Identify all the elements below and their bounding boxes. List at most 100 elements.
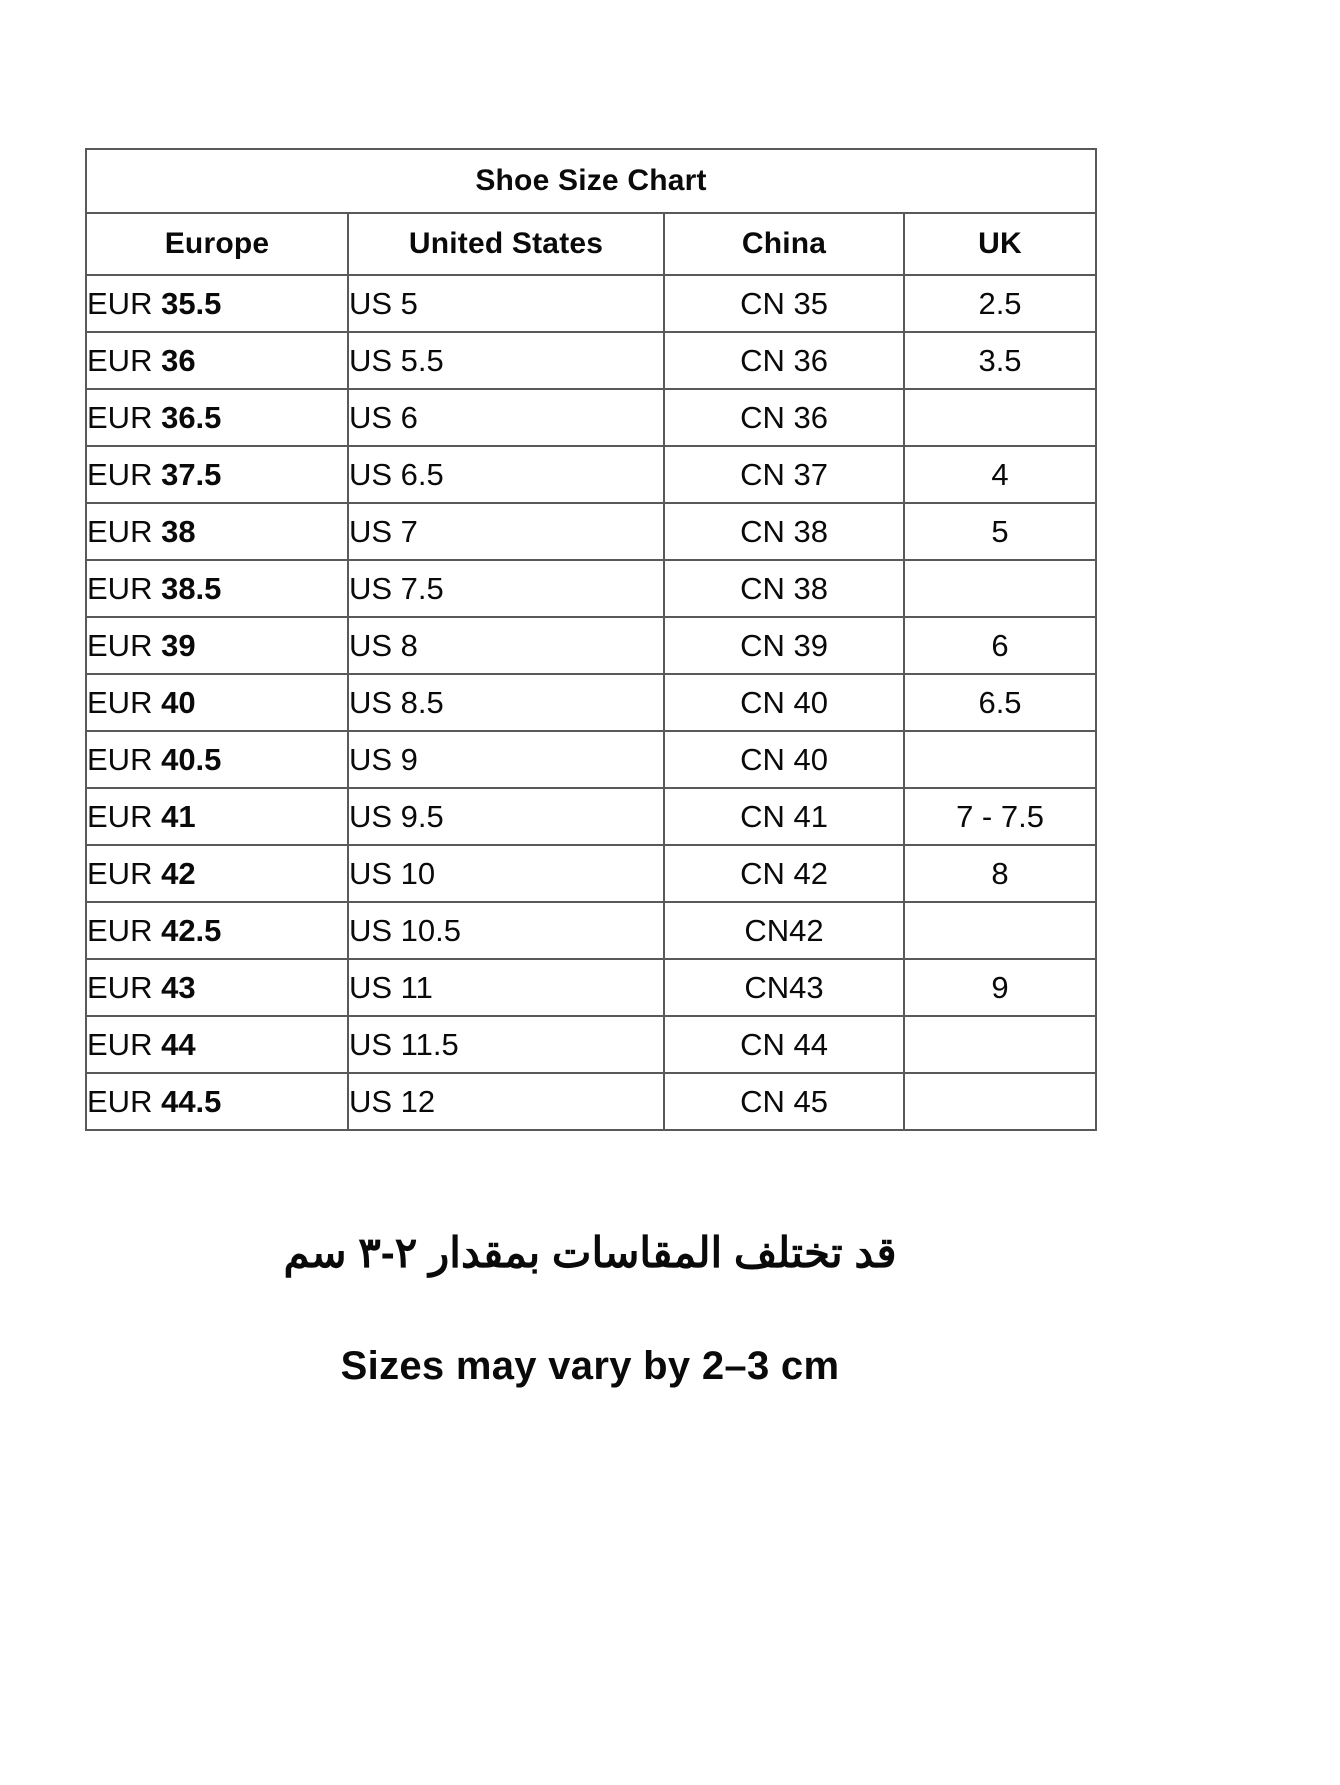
cell-united-states: US 10	[347, 844, 665, 903]
cell-united-states: US 8	[347, 616, 665, 675]
cell-europe: EUR 43	[85, 958, 349, 1017]
europe-value: 42.5	[161, 912, 222, 948]
cell-united-states: US 9	[347, 730, 665, 789]
table-row: EUR 38.5 US 7.5 CN 38	[85, 559, 1098, 618]
shoe-size-chart-table: Shoe Size Chart Europe United States Chi…	[84, 148, 1098, 1131]
europe-value: 36.5	[161, 399, 222, 435]
table-row: EUR 44.5 US 12 CN 45	[85, 1072, 1098, 1131]
table-row: EUR 44 US 11.5 CN 44	[85, 1015, 1098, 1074]
cell-united-states: US 7	[347, 502, 665, 561]
table-row: EUR 39 US 8 CN 39 6	[85, 616, 1098, 675]
footer-notes: قد تختلف المقاسات بمقدار ٢-٣ سم Sizes ma…	[85, 1227, 1095, 1390]
cell-china: CN 39	[663, 616, 905, 675]
europe-value: 42	[161, 855, 196, 891]
cell-china: CN 38	[663, 502, 905, 561]
table-row: EUR 37.5 US 6.5 CN 37 4	[85, 445, 1098, 504]
europe-value: 44	[161, 1026, 196, 1062]
cell-united-states: US 6	[347, 388, 665, 447]
europe-unit: EUR	[87, 570, 162, 606]
cell-uk: 3.5	[902, 331, 1098, 390]
cell-europe: EUR 39	[85, 616, 349, 675]
table-title-row: Shoe Size Chart	[84, 148, 1098, 214]
table-row: EUR 35.5 US 5 CN 35 2.5	[85, 274, 1098, 333]
cell-europe: EUR 44.5	[85, 1072, 349, 1131]
cell-china: CN 40	[663, 673, 905, 732]
cell-united-states: US 10.5	[347, 901, 665, 960]
cell-uk	[902, 901, 1098, 960]
cell-uk: 4	[902, 445, 1098, 504]
europe-value: 35.5	[161, 285, 222, 321]
europe-unit: EUR	[87, 342, 162, 378]
cell-china: CN 35	[663, 274, 905, 333]
cell-uk	[902, 559, 1098, 618]
table-row: EUR 42.5 US 10.5 CN42	[85, 901, 1098, 960]
cell-europe: EUR 35.5	[85, 274, 349, 333]
cell-uk: 6	[902, 616, 1098, 675]
europe-value: 36	[161, 342, 196, 378]
table-row: EUR 38 US 7 CN 38 5	[85, 502, 1098, 561]
europe-value: 38	[161, 513, 196, 549]
cell-united-states: US 5.5	[347, 331, 665, 390]
cell-europe: EUR 44	[85, 1015, 349, 1074]
cell-uk: 2.5	[902, 274, 1098, 333]
cell-europe: EUR 37.5	[85, 445, 349, 504]
table-header-row: Europe United States China UK	[85, 212, 1098, 276]
cell-china: CN 37	[663, 445, 905, 504]
cell-china: CN 38	[663, 559, 905, 618]
table-row: EUR 36.5 US 6 CN 36	[85, 388, 1098, 447]
cell-uk: 9	[902, 958, 1098, 1017]
table-row: EUR 41 US 9.5 CN 41 7 - 7.5	[85, 787, 1098, 846]
cell-united-states: US 6.5	[347, 445, 665, 504]
europe-unit: EUR	[87, 741, 162, 777]
europe-unit: EUR	[87, 513, 162, 549]
cell-united-states: US 9.5	[347, 787, 665, 846]
europe-value: 38.5	[161, 570, 222, 606]
table-row: EUR 43 US 11 CN43 9	[85, 958, 1098, 1017]
europe-value: 43	[161, 969, 196, 1005]
cell-uk	[902, 1015, 1098, 1074]
cell-united-states: US 11	[347, 958, 665, 1017]
cell-uk: 7 - 7.5	[902, 787, 1098, 846]
europe-value: 44.5	[161, 1083, 222, 1119]
cell-europe: EUR 40	[85, 673, 349, 732]
cell-united-states: US 8.5	[347, 673, 665, 732]
table-row: EUR 42 US 10 CN 42 8	[85, 844, 1098, 903]
table-row: EUR 40 US 8.5 CN 40 6.5	[85, 673, 1098, 732]
column-header-uk: UK	[902, 212, 1098, 276]
europe-unit: EUR	[87, 627, 162, 663]
cell-china: CN 41	[663, 787, 905, 846]
cell-united-states: US 7.5	[347, 559, 665, 618]
cell-china: CN 36	[663, 331, 905, 390]
europe-value: 37.5	[161, 456, 222, 492]
cell-china: CN 45	[663, 1072, 905, 1131]
europe-unit: EUR	[87, 798, 162, 834]
cell-uk	[902, 730, 1098, 789]
europe-unit: EUR	[87, 912, 162, 948]
cell-europe: EUR 38	[85, 502, 349, 561]
cell-united-states: US 5	[347, 274, 665, 333]
cell-europe: EUR 36	[85, 331, 349, 390]
cell-uk	[902, 1072, 1098, 1131]
cell-europe: EUR 41	[85, 787, 349, 846]
cell-china: CN 42	[663, 844, 905, 903]
cell-china: CN42	[663, 901, 905, 960]
cell-uk: 6.5	[902, 673, 1098, 732]
note-english: Sizes may vary by 2–3 cm	[340, 1343, 840, 1388]
cell-china: CN 36	[663, 388, 905, 447]
cell-europe: EUR 40.5	[85, 730, 349, 789]
column-header-europe: Europe	[85, 212, 349, 276]
europe-value: 40	[161, 684, 196, 720]
europe-unit: EUR	[87, 684, 162, 720]
europe-value: 39	[161, 627, 196, 663]
cell-europe: EUR 42	[85, 844, 349, 903]
table-row: EUR 40.5 US 9 CN 40	[85, 730, 1098, 789]
europe-unit: EUR	[87, 855, 162, 891]
column-header-china: China	[663, 212, 905, 276]
table-body: EUR 35.5 US 5 CN 35 2.5 EUR 36 US 5.5 CN 36 3.5…	[85, 274, 1098, 1131]
cell-united-states: US 12	[347, 1072, 665, 1131]
europe-unit: EUR	[87, 285, 162, 321]
note-arabic: قد تختلف المقاسات بمقدار ٢-٣ سم	[283, 1229, 897, 1276]
europe-unit: EUR	[87, 456, 162, 492]
column-header-united-states: United States	[347, 212, 665, 276]
